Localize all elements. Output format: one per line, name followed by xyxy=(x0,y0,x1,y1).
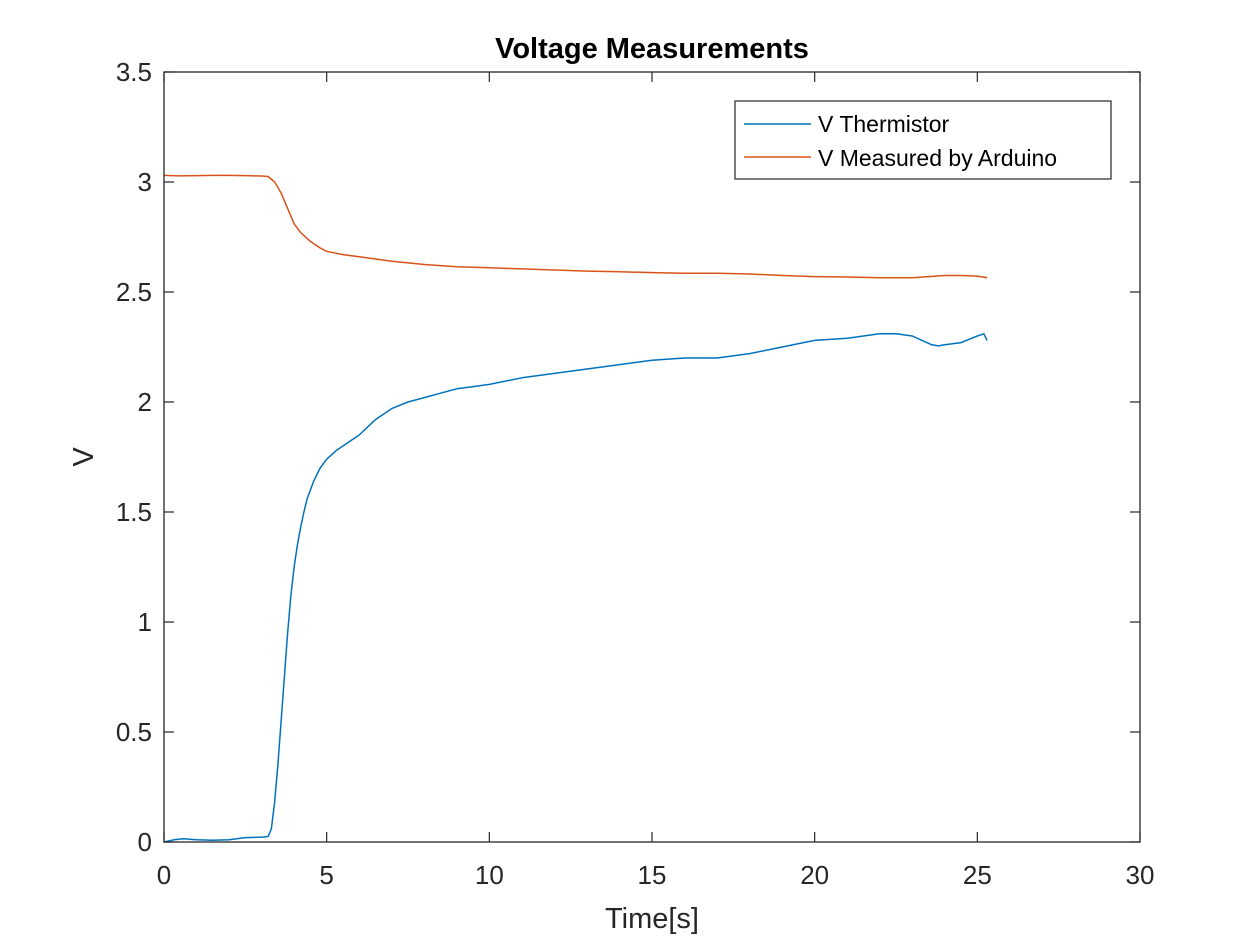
legend-label-arduino: V Measured by Arduino xyxy=(818,145,1057,171)
y-tick-label: 0.5 xyxy=(116,717,152,747)
x-tick-label: 0 xyxy=(157,860,171,890)
y-tick-label: 3.5 xyxy=(116,57,152,87)
series-line-0 xyxy=(163,333,988,843)
y-tick-label: 1 xyxy=(138,607,152,637)
y-tick-label: 1.5 xyxy=(116,497,152,527)
plot-border xyxy=(163,71,1141,843)
x-axis-label: Time[s] xyxy=(605,903,699,935)
x-tick-label: 15 xyxy=(638,860,667,890)
series-line-1 xyxy=(163,174,988,279)
legend: V Thermistor V Measured by Arduino xyxy=(734,100,1112,180)
y-tick-label: 2.5 xyxy=(116,277,152,307)
legend-label-thermistor: V Thermistor xyxy=(818,111,950,137)
x-tick-label: 20 xyxy=(800,860,829,890)
x-tick-label: 5 xyxy=(319,860,333,890)
x-tick-label: 30 xyxy=(1126,860,1155,890)
series-layer xyxy=(163,174,988,843)
y-tick-label: 3 xyxy=(138,167,152,197)
y-tick-label: 0 xyxy=(138,827,152,857)
x-tick-label: 10 xyxy=(475,860,504,890)
chart-title: Voltage Measurements xyxy=(495,33,809,65)
y-axis-label: V xyxy=(68,447,100,467)
plot-area xyxy=(164,72,1140,842)
legend-box xyxy=(734,100,1112,180)
y-tick-label: 2 xyxy=(138,387,152,417)
tick-layer: 0 5 10 15 20 25 30 0 0.5 1 1.5 2 2.5 3 3.5 xyxy=(116,57,1155,890)
x-tick-label: 25 xyxy=(963,860,992,890)
